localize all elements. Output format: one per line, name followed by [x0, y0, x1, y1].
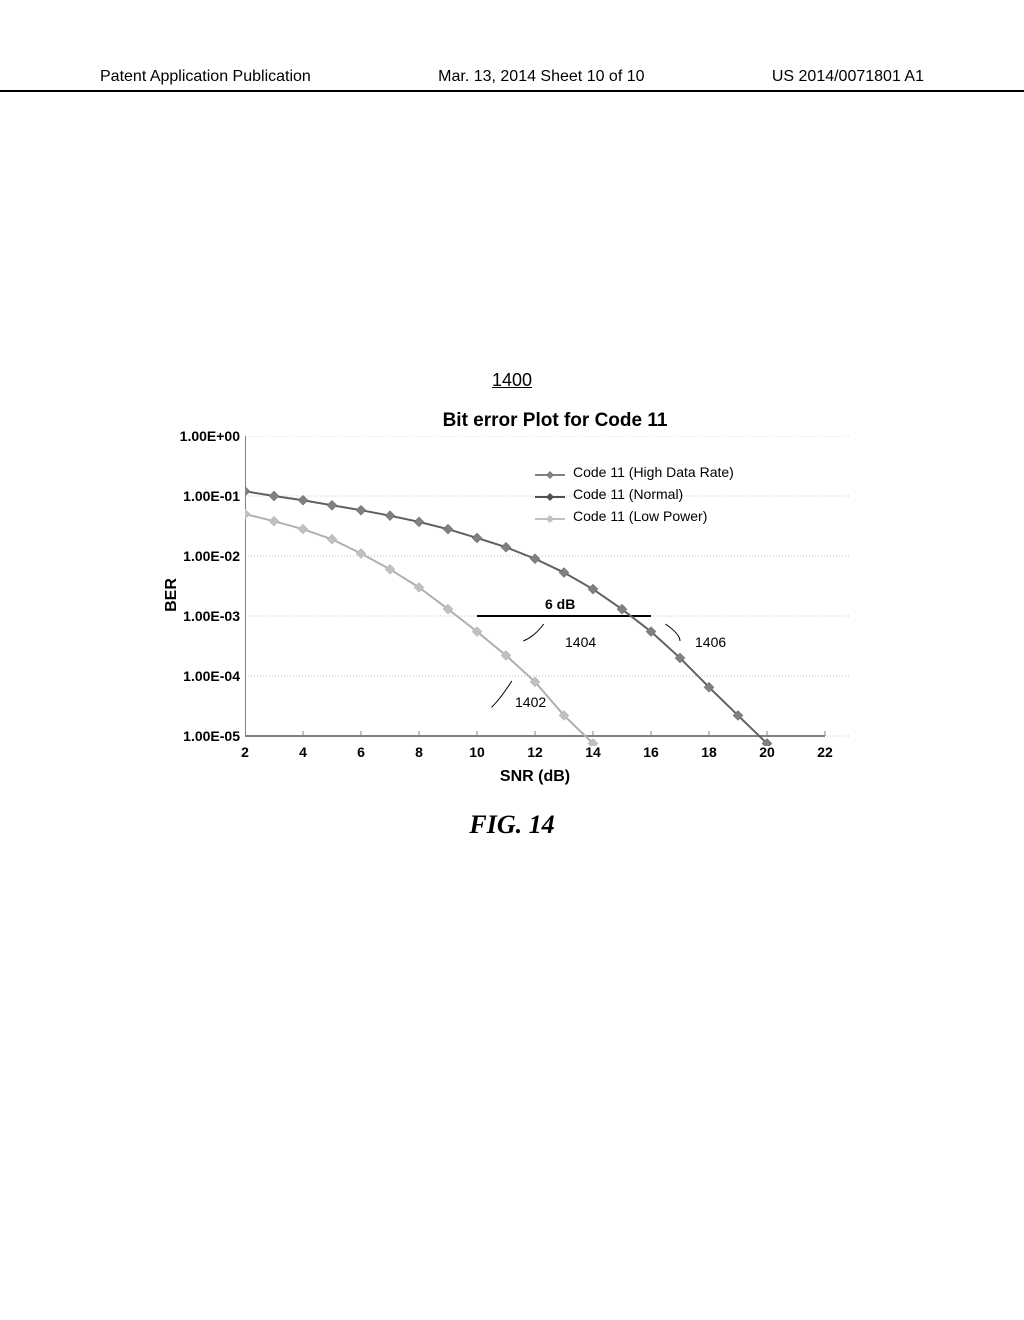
- legend-item: Code 11 (High Data Rate): [535, 464, 734, 480]
- legend-item: Code 11 (Low Power): [535, 508, 734, 524]
- y-tick-label: 1.00E-04: [165, 668, 240, 684]
- x-tick-label: 16: [641, 744, 661, 760]
- y-tick-label: 1.00E-02: [165, 548, 240, 564]
- legend-label: Code 11 (Normal): [573, 486, 683, 502]
- annotation-1404: 1404: [565, 634, 596, 650]
- y-tick-label: 1.00E+00: [165, 428, 240, 444]
- y-axis-label: BER: [163, 578, 181, 612]
- chart-container: Bit error Plot for Code 11 BER 1.00E+00 1…: [165, 410, 885, 786]
- header-right: US 2014/0071801 A1: [772, 68, 924, 86]
- x-tick-label: 20: [757, 744, 777, 760]
- header-left: Patent Application Publication: [100, 68, 311, 86]
- figure-number: 1400: [0, 370, 1024, 391]
- y-tick-label: 1.00E-03: [165, 608, 240, 624]
- x-tick-label: 8: [409, 744, 429, 760]
- y-tick-label: 1.00E-01: [165, 488, 240, 504]
- chart-title: Bit error Plot for Code 11: [225, 410, 885, 432]
- x-tick-label: 10: [467, 744, 487, 760]
- chart-area: BER 1.00E+001.00E-011.00E-021.00E-031.00…: [165, 436, 885, 786]
- header-center: Mar. 13, 2014 Sheet 10 of 10: [438, 68, 644, 86]
- page-header: Patent Application Publication Mar. 13, …: [0, 68, 1024, 92]
- legend-item: Code 11 (Normal): [535, 486, 734, 502]
- chart-legend: Code 11 (High Data Rate) Code 11 (Normal)…: [535, 464, 734, 530]
- x-tick-label: 22: [815, 744, 835, 760]
- annotation-1406: 1406: [695, 634, 726, 650]
- x-tick-label: 6: [351, 744, 371, 760]
- annotation-6db: 6 dB: [545, 596, 575, 612]
- figure-caption: FIG. 14: [0, 810, 1024, 840]
- y-tick-label: 1.00E-05: [165, 728, 240, 744]
- x-tick-label: 2: [235, 744, 255, 760]
- annotation-1402: 1402: [515, 694, 546, 710]
- x-tick-label: 4: [293, 744, 313, 760]
- x-tick-label: 12: [525, 744, 545, 760]
- x-tick-label: 18: [699, 744, 719, 760]
- x-axis-label: SNR (dB): [245, 768, 825, 786]
- legend-label: Code 11 (Low Power): [573, 508, 707, 524]
- x-tick-label: 14: [583, 744, 603, 760]
- legend-label: Code 11 (High Data Rate): [573, 464, 734, 480]
